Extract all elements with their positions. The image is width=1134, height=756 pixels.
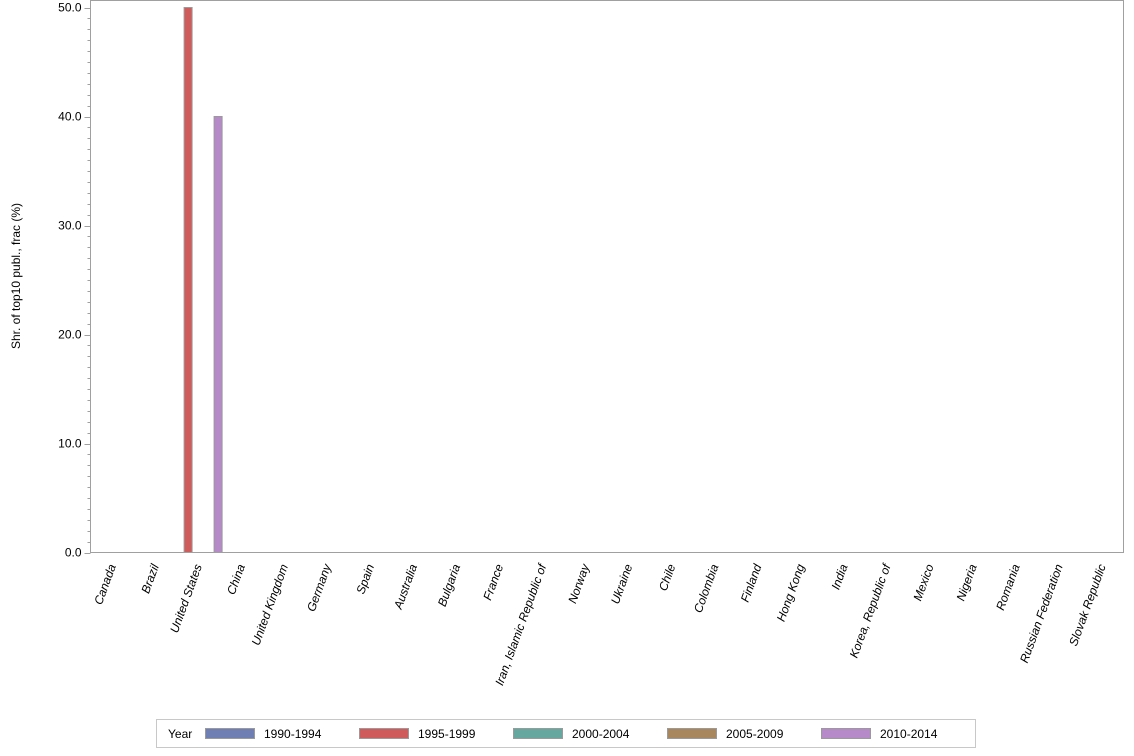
x-category-label: Brazil [138, 562, 162, 595]
x-category-label: France [480, 562, 506, 602]
x-category-label: Nigeria [954, 562, 980, 603]
y-tick-label: 50.0 [58, 1, 82, 15]
x-category-label: Colombia [691, 562, 722, 615]
legend-item-1995-1999: 1995-1999 [359, 727, 513, 741]
legend-swatch-icon [821, 728, 871, 739]
legend-item-2005-2009: 2005-2009 [667, 727, 821, 741]
legend-label: 2000-2004 [572, 726, 630, 741]
legend-label: 1995-1999 [418, 726, 476, 741]
x-category-label: United Kingdom [249, 562, 291, 647]
plot-frame [90, 0, 1124, 553]
bar-2010-2014 [213, 116, 223, 553]
legend-swatch-icon [513, 728, 563, 739]
legend-item-2000-2004: 2000-2004 [513, 727, 667, 741]
x-category-label: Australia [391, 562, 421, 612]
y-axis-title: Shr. of top10 publ., frac (%) [9, 203, 23, 349]
y-tick-label: 30.0 [58, 219, 82, 233]
x-category-label: Ukraine [608, 562, 635, 606]
y-tick-label: 0.0 [65, 546, 82, 560]
x-category-label: Norway [565, 561, 592, 605]
x-category-label: Chile [656, 562, 679, 593]
legend-item-2010-2014: 2010-2014 [821, 727, 975, 741]
legend-label: 1990-1994 [264, 726, 322, 741]
y-axis: 0.0 10.0 20.0 30.0 40.0 50.0 [58, 1, 91, 560]
x-category-label: India [828, 562, 850, 592]
legend-swatch-icon [667, 728, 717, 739]
x-category-label: United States [167, 562, 205, 634]
legend-swatch-icon [205, 728, 255, 739]
y-tick-label: 10.0 [58, 437, 82, 451]
bars [183, 7, 223, 553]
legend-swatch-icon [359, 728, 409, 739]
x-category-label: Finland [738, 562, 765, 604]
legend-title: Year [168, 726, 193, 741]
x-category-label: China [224, 562, 248, 597]
x-category-label: Bulgaria [435, 562, 463, 608]
x-category-label: Canada [91, 562, 119, 607]
legend-label: 2005-2009 [726, 726, 784, 741]
x-category-label: Spain [353, 562, 377, 596]
legend: Year 1990-1994 1995-1999 2000-2004 2005-… [156, 719, 976, 748]
x-category-label: Slovak Republic [1066, 562, 1109, 648]
x-axis-labels: Canada Brazil United States China United Kin… [91, 561, 1108, 688]
x-category-label: Hong Kong [774, 562, 808, 624]
x-category-label: Germany [304, 561, 334, 613]
x-category-label: Mexico [910, 562, 936, 603]
x-category-label: Romania [993, 562, 1023, 612]
x-category-label: Korea, Republic of [847, 561, 894, 660]
legend-item-1990-1994: 1990-1994 [205, 727, 359, 741]
legend-label: 2010-2014 [880, 726, 938, 741]
y-tick-label: 40.0 [58, 110, 82, 124]
x-category-label: Russian Federation [1017, 562, 1066, 665]
bar-1995-1999 [183, 7, 193, 553]
bar-chart: 0.010.020.030.040.050.0 Canada Brazil Unit… [9, 0, 1124, 688]
y-tick-label: 20.0 [58, 328, 82, 342]
